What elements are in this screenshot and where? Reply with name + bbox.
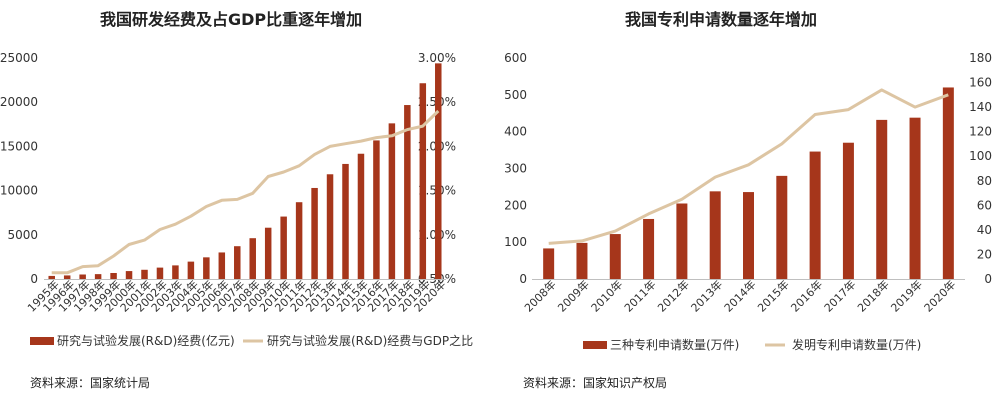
- chart-2-x-tick-label: 2017年: [821, 277, 858, 314]
- chart-1-bar: [203, 257, 210, 279]
- chart-2-y-left-tick: 500: [504, 88, 527, 102]
- chart-2-x-tick-label: 2009年: [555, 277, 592, 314]
- chart-2-bar: [809, 151, 821, 279]
- chart-1-source: 资料来源：国家统计局: [30, 376, 151, 390]
- chart-2-y-right-tick: 20: [977, 247, 992, 261]
- chart-1-y-left-tick: 25000: [0, 51, 38, 65]
- chart-1-bar: [94, 274, 102, 279]
- chart-1-bar: [342, 163, 349, 279]
- chart-2-bar: [743, 192, 754, 279]
- chart-1-bar: [156, 267, 164, 279]
- chart-1-bar: [218, 252, 226, 279]
- chart-1-bar: [311, 187, 318, 279]
- chart-1-bar: [63, 275, 71, 279]
- chart-1-bar: [419, 83, 427, 279]
- chart-1-y-left-tick: 5000: [7, 228, 38, 242]
- chart-2-x-tick-label: 2016年: [788, 277, 825, 314]
- chart-1-bar: [234, 246, 241, 279]
- chart-1-bar: [295, 202, 303, 279]
- chart-2-y-left-tick: 0: [519, 272, 527, 286]
- chart-2-y-right-tick: 100: [969, 149, 992, 163]
- chart-2-legend-bar-swatch: [583, 341, 607, 349]
- chart-1-bar: [264, 227, 272, 279]
- chart-2-bar: [942, 87, 954, 279]
- chart-2-y-right-tick: 180: [969, 51, 992, 65]
- chart-1-bar: [79, 274, 86, 279]
- chart-2-source: 资料来源：国家知识产权局: [523, 376, 668, 390]
- chart-2-y-right-tick: 0: [984, 272, 992, 286]
- chart-2-x-tick-label: 2014年: [721, 277, 758, 314]
- chart-1-bar: [357, 153, 365, 279]
- chart-2-bar: [609, 234, 621, 279]
- chart-2-bar: [909, 117, 921, 279]
- chart-2-x-tick-label: 2013年: [688, 277, 725, 314]
- chart-1-bar: [110, 272, 117, 279]
- chart-1-legend-bar-label: 研究与试验发展(R&D)经费(亿元): [57, 333, 235, 348]
- chart-2-x-tick-label: 2020年: [921, 277, 958, 314]
- chart-2-line-series: [548, 88, 949, 245]
- chart-1-y-left-tick: 15000: [0, 139, 38, 153]
- chart-2-bar: [576, 242, 588, 279]
- chart-1-bar: [249, 238, 256, 279]
- chart-2-y-left-tick: 600: [504, 51, 527, 65]
- chart-2-y-right-tick: 140: [969, 100, 992, 114]
- chart-2-x-tick-label: 2019年: [888, 277, 925, 314]
- chart-2-bar: [709, 191, 721, 279]
- chart-2-title: 我国专利申请数量逐年增加: [625, 10, 818, 29]
- chart-1-bar: [187, 261, 195, 279]
- chart-1-bar: [435, 63, 442, 280]
- chart-1-legend-bar-swatch: [30, 337, 54, 345]
- chart-2-y-left-tick: 400: [504, 125, 527, 139]
- chart-2-bar: [643, 218, 655, 279]
- chart-2-x-tick-label: 2011年: [621, 277, 658, 314]
- chart-2-y-left-tick: 300: [504, 162, 527, 176]
- chart-1-y-right-tick: 3.00%: [418, 51, 456, 65]
- chart-1-y-left-tick: 10000: [0, 184, 38, 198]
- chart-1-y-left-tick: 20000: [0, 95, 38, 109]
- chart-2-bar: [676, 203, 688, 279]
- chart-2-bar: [876, 119, 888, 279]
- chart-2-bar: [842, 142, 854, 279]
- chart-1-bar: [172, 265, 179, 279]
- chart-1-bar: [373, 140, 380, 279]
- chart-2-x-tick-label: 2012年: [655, 277, 692, 314]
- chart-1-bar: [48, 275, 55, 279]
- chart-2-x-tick-label: 2015年: [754, 277, 791, 314]
- chart-2-bar: [776, 175, 788, 279]
- chart-2-x-tick-label: 2010年: [588, 277, 625, 314]
- chart-2-x-tick-label: 2018年: [854, 277, 891, 314]
- chart-1-bar: [404, 105, 411, 279]
- chart-2-y-left-tick: 100: [504, 235, 527, 249]
- chart-1-legend-line-label: 研究与试验发展(R&D)经费与GDP之比: [267, 333, 473, 348]
- chart-2-legend-line-label: 发明专利申请数量(万件): [792, 337, 921, 352]
- chart-1-y-left-tick: 0: [30, 272, 38, 286]
- chart-1-line-series: [51, 109, 440, 275]
- chart-2-y-right-tick: 160: [969, 76, 992, 90]
- chart-1-bar: [388, 123, 396, 279]
- chart-2-bar: [543, 248, 555, 279]
- chart-2-y-right-tick: 80: [977, 174, 992, 188]
- chart-2-y-left-tick: 200: [504, 198, 527, 212]
- chart-2-y-right-tick: 60: [977, 198, 992, 212]
- chart-2-y-right-tick: 40: [977, 223, 992, 237]
- chart-1-bar: [326, 174, 334, 279]
- chart-2-y-right-tick: 120: [969, 125, 992, 139]
- chart-1-title: 我国研发经费及占GDP比重逐年增加: [100, 10, 363, 29]
- chart-1-bar: [141, 269, 148, 279]
- chart-1-bar: [125, 271, 133, 279]
- chart-2-legend-bar-label: 三种专利申请数量(万件): [610, 337, 739, 352]
- chart-1-bar: [280, 216, 287, 279]
